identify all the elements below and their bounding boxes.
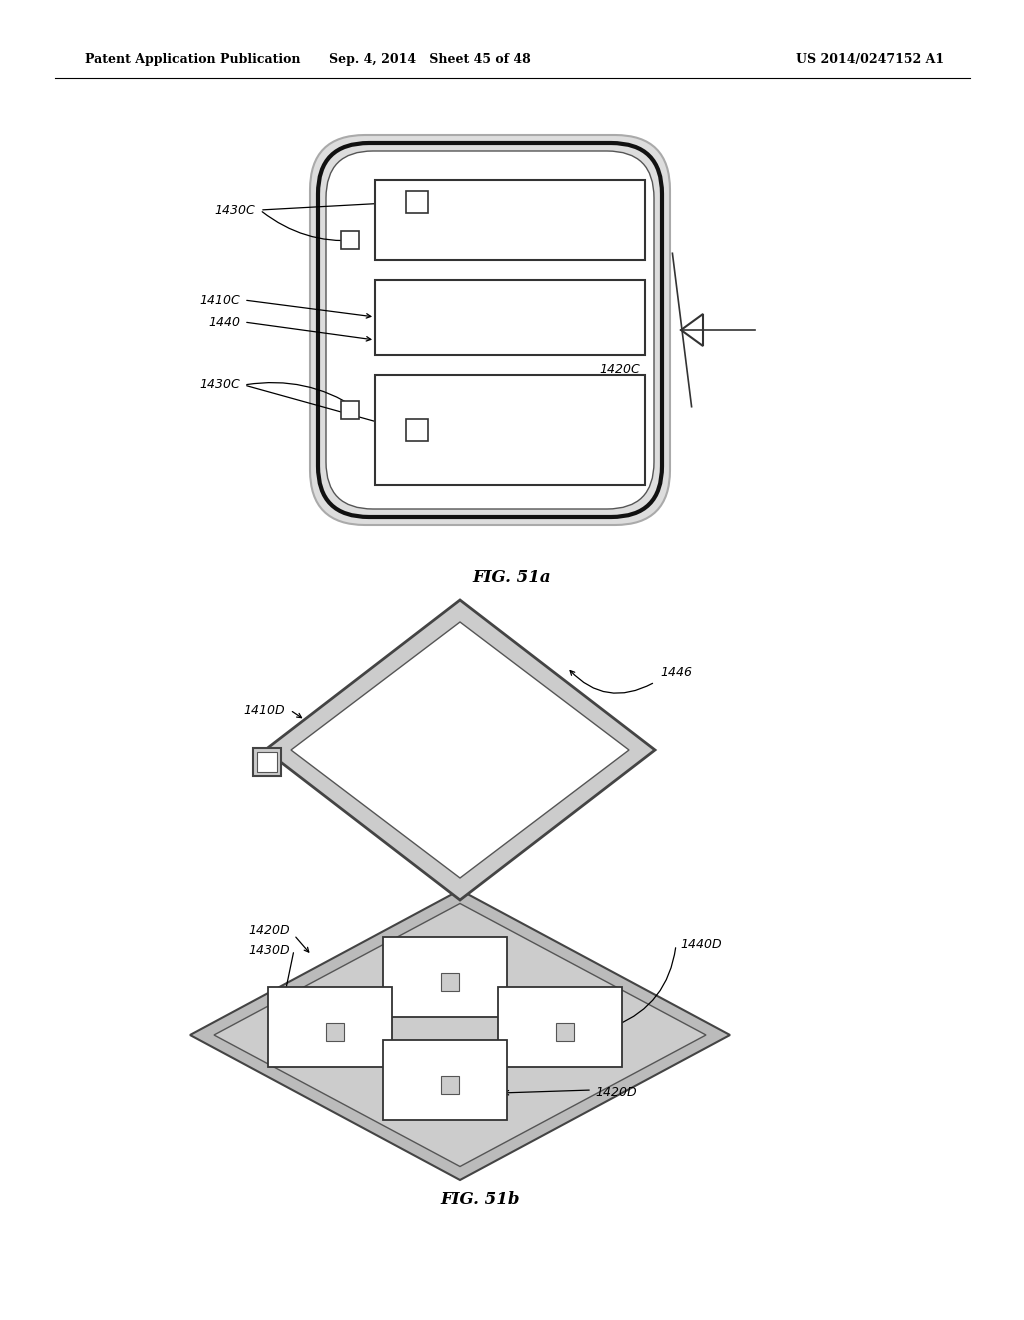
FancyBboxPatch shape [375,280,645,355]
FancyBboxPatch shape [375,180,645,260]
Polygon shape [268,987,392,1067]
Polygon shape [498,987,622,1067]
Text: 1420C: 1420C [599,363,640,376]
Text: 1446: 1446 [660,665,692,678]
Polygon shape [383,1040,507,1119]
Bar [441,1076,459,1094]
Bar [326,1023,344,1041]
FancyBboxPatch shape [375,375,645,484]
Polygon shape [681,314,703,346]
Text: FIG. 51b: FIG. 51b [440,1192,520,1209]
Bar [556,1023,574,1041]
Text: 1410D: 1410D [244,704,285,717]
Bar [257,752,278,772]
Text: US 2014/0247152 A1: US 2014/0247152 A1 [796,54,944,66]
Polygon shape [291,622,629,878]
Text: 1430C: 1430C [200,379,240,392]
Text: 1430C: 1430C [214,203,255,216]
Bar [341,401,359,418]
Text: 1440D: 1440D [680,939,722,952]
Text: 1440: 1440 [208,315,240,329]
Bar [406,191,428,213]
Bar [406,418,428,441]
FancyBboxPatch shape [310,135,670,525]
Text: 1420D: 1420D [595,1085,637,1098]
Text: Patent Application Publication: Patent Application Publication [85,54,300,66]
Bar [253,748,281,776]
Polygon shape [190,890,730,1180]
Polygon shape [214,903,706,1167]
Text: 1430D: 1430D [249,944,290,957]
Text: FIG. 51a: FIG. 51a [473,569,551,586]
Text: Sep. 4, 2014   Sheet 45 of 48: Sep. 4, 2014 Sheet 45 of 48 [329,54,530,66]
Bar [441,973,459,991]
FancyBboxPatch shape [318,143,662,517]
Polygon shape [383,937,507,1016]
Text: 1410C: 1410C [200,293,240,306]
Polygon shape [265,601,655,900]
Bar [341,231,359,249]
FancyBboxPatch shape [326,150,654,510]
Text: 1420D: 1420D [249,924,290,936]
